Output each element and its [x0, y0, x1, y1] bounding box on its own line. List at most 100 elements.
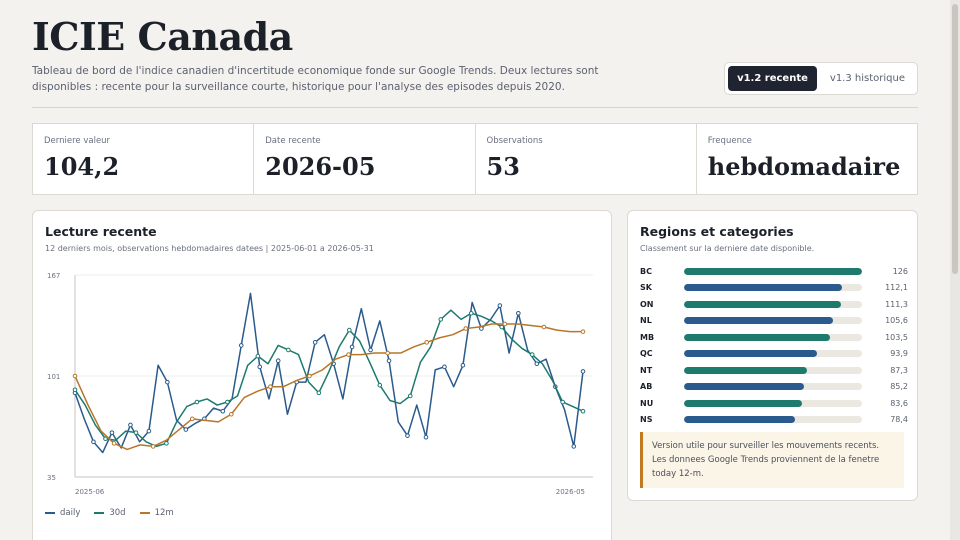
scrollbar-thumb[interactable]	[952, 4, 958, 274]
data-point-daily	[386, 358, 392, 363]
data-point-daily	[516, 310, 521, 316]
stat-value: 2026-05	[265, 152, 376, 181]
data-point-daily	[571, 444, 577, 449]
rank-bar-track	[684, 416, 862, 424]
region-ranking: BC 126 SK 112,1 ON 111,3 NL 105,6 MB 103,5 QC 93,9 N…	[640, 263, 908, 428]
series-line-daily	[74, 292, 584, 454]
data-point-12m	[307, 373, 312, 379]
rank-bar-track	[684, 284, 862, 292]
rank-bar-track	[684, 350, 862, 358]
rank-code: NU	[640, 398, 654, 408]
data-point-daily	[257, 364, 263, 370]
card-subtitle: 12 derniers mois, observations hebdomada…	[45, 244, 374, 253]
page-subtitle: Tableau de bord de l'indice canadien d'i…	[32, 65, 599, 93]
data-point-12m	[580, 329, 586, 334]
rank-row-ab: AB 85,2	[640, 379, 908, 396]
rank-bar-track	[684, 366, 862, 374]
rank-row-mb: MB 103,5	[640, 329, 908, 346]
rank-row-nu: NU 83,6	[640, 395, 908, 412]
data-point-daily	[128, 422, 133, 428]
stat-last-value: Derniere valeur 104,2	[33, 124, 255, 194]
data-point-30d	[468, 310, 474, 316]
rank-code: QC	[640, 349, 653, 359]
rank-bar	[684, 267, 862, 275]
card-title: Regions et categories	[640, 224, 794, 239]
data-point-daily	[238, 343, 244, 348]
data-point-12m	[463, 326, 469, 331]
legend-item-12m[interactable]: 12m	[139, 508, 174, 518]
stat-value: 53	[486, 152, 520, 181]
legend-label: 30d	[109, 508, 126, 518]
data-point-30d	[255, 353, 261, 359]
page-title: ICIE Canada	[32, 14, 293, 59]
data-point-12m	[424, 340, 429, 345]
data-point-30d	[499, 324, 505, 330]
y-tick-label: 101	[47, 373, 60, 381]
data-point-daily	[220, 408, 226, 414]
data-point-daily	[165, 379, 170, 385]
rank-code: NS	[640, 415, 653, 425]
data-point-12m	[150, 444, 156, 449]
line-chart: 167 101 35 2025-06 2026-05	[47, 272, 593, 496]
rank-value: 83,6	[890, 398, 908, 408]
stat-observations: Observations 53	[476, 124, 697, 194]
rank-code: ON	[640, 299, 654, 309]
page-scrollbar[interactable]	[950, 0, 960, 540]
version-recent-button[interactable]: v1.2 recente	[728, 66, 817, 91]
stat-label: Observations	[486, 136, 543, 146]
series-line-30d	[74, 309, 584, 448]
rank-row-nt: NT 87,3	[640, 362, 908, 379]
data-point-30d	[580, 408, 586, 414]
rank-row-bc: BC 126	[640, 263, 908, 280]
data-point-daily	[183, 427, 189, 432]
rank-bar-track	[684, 333, 862, 341]
rank-value: 93,9	[890, 349, 908, 359]
legend-item-30d[interactable]: 30d	[94, 508, 126, 518]
rank-bar-track	[684, 300, 862, 308]
data-point-30d	[529, 352, 535, 357]
stat-label: Frequence	[707, 136, 752, 146]
data-point-daily	[109, 430, 115, 435]
data-point-30d	[407, 393, 413, 399]
data-point-12m	[229, 411, 234, 417]
rank-row-ns: NS 78,4	[640, 412, 908, 429]
rank-bar	[684, 399, 803, 407]
data-point-30d	[560, 399, 565, 405]
header-divider	[32, 107, 918, 108]
legend-label: 12m	[154, 508, 174, 518]
stat-label: Date recente	[265, 136, 321, 146]
data-point-30d	[194, 399, 200, 405]
rank-bar	[684, 333, 831, 341]
version-toggle: v1.2 recente v1.3 historique	[724, 62, 918, 95]
rank-bar	[684, 317, 834, 325]
rank-code: BC	[640, 266, 652, 276]
rank-bar-track	[684, 383, 862, 391]
series-line-12m	[74, 323, 583, 451]
rank-bar-track	[684, 317, 862, 325]
data-point-30d	[225, 399, 230, 405]
stat-recent-date: Date recente 2026-05	[254, 124, 476, 194]
x-tick-label: 2026-05	[556, 488, 585, 496]
legend-item-daily[interactable]: daily	[45, 508, 80, 518]
data-point-daily	[146, 428, 152, 434]
y-tick-label: 35	[47, 474, 56, 482]
chart-legend: daily 30d 12m	[45, 508, 174, 518]
card-subtitle: Classement sur la derniere date disponib…	[640, 244, 815, 253]
legend-swatch	[139, 512, 150, 514]
rank-value: 103,5	[885, 332, 908, 342]
rank-code: AB	[640, 382, 653, 392]
regions-card: Regions et categories Classement sur la …	[627, 210, 918, 501]
legend-swatch	[94, 512, 105, 514]
rank-value: 105,6	[885, 316, 908, 326]
data-point-12m	[346, 352, 351, 357]
data-point-daily	[312, 340, 318, 345]
data-point-30d	[377, 382, 383, 388]
version-historic-button[interactable]: v1.3 historique	[829, 73, 905, 84]
rank-bar	[684, 416, 795, 424]
y-tick-label: 167	[47, 272, 60, 280]
card-title: Lecture recente	[45, 224, 157, 239]
data-point-daily	[368, 347, 373, 353]
data-point-12m	[541, 324, 547, 330]
data-point-30d	[164, 441, 169, 446]
rank-value: 111,3	[885, 299, 908, 309]
